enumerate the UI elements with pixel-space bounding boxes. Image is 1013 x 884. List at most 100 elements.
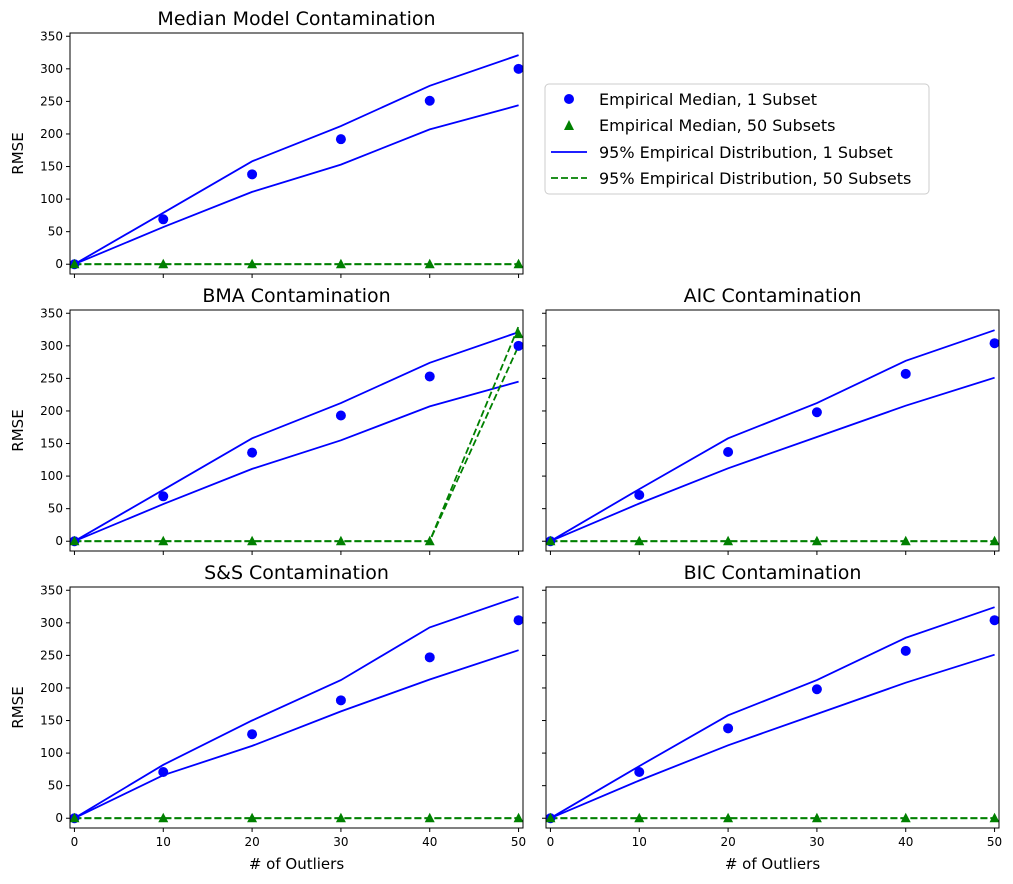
y-tick-label: 50 <box>48 779 63 793</box>
data-point-green-triangle <box>811 535 822 546</box>
panel-title: BIC Contamination <box>684 562 862 584</box>
series-line-blue-solid <box>74 649 519 820</box>
x-tick-label: 50 <box>511 835 526 849</box>
x-axis-label: # of Outliers <box>249 855 344 873</box>
y-tick-label: 150 <box>40 714 63 728</box>
data-point-green-triangle <box>158 812 169 823</box>
legend-label: Empirical Median, 1 Subset <box>599 90 817 109</box>
series-line-green-dashed <box>74 325 520 543</box>
axes-frame <box>69 586 524 829</box>
y-tick-label: 350 <box>40 306 63 320</box>
y-tick-label: 350 <box>40 29 63 43</box>
x-tick-label: 0 <box>71 835 79 849</box>
data-point-green-triangle <box>634 535 645 546</box>
x-tick-label: 20 <box>720 835 735 849</box>
data-point-green-triangle <box>513 258 524 269</box>
legend-item-0: Empirical Median, 1 Subset <box>564 90 817 109</box>
data-point-blue <box>247 447 258 458</box>
data-point-blue <box>335 134 346 145</box>
panel-ss: 0 50 100 150 200 250 300 350 0 10 20 30 40 50 S&S Cont… <box>9 562 526 873</box>
series-line-blue-solid <box>73 595 519 819</box>
series-line-blue-solid <box>549 606 995 819</box>
axes-frame <box>545 309 1000 552</box>
data-point-green-triangle <box>335 535 346 546</box>
y-tick-label: 100 <box>40 746 63 760</box>
series-line-blue-solid <box>549 329 995 542</box>
data-point-blue <box>723 723 734 734</box>
data-point-green-triangle <box>158 535 169 546</box>
y-tick-label: 250 <box>40 371 63 385</box>
data-point-blue <box>634 766 645 777</box>
data-point-blue <box>247 729 258 740</box>
panel-median: 0 50 100 150 200 250 300 350 Median Model Contam… <box>9 8 524 278</box>
series-line-blue-solid <box>73 331 519 542</box>
series-line-blue-solid <box>74 380 519 543</box>
y-tick-label: 300 <box>40 616 63 630</box>
panel-title: Median Model Contamination <box>157 8 435 30</box>
legend: Empirical Median, 1 Subset Empirical Med… <box>544 83 930 195</box>
data-point-blue <box>424 95 435 106</box>
data-point-blue <box>989 615 1000 626</box>
y-tick-label: 150 <box>40 160 63 174</box>
legend-item-2: 95% Empirical Distribution, 1 Subset <box>551 143 893 162</box>
data-point-green-triangle <box>69 812 80 823</box>
legend-marker-blue-dot <box>564 94 574 104</box>
panel-aic: AIC Contamination <box>542 285 1000 555</box>
data-point-blue <box>335 695 346 706</box>
series-line-green-dashed <box>74 345 520 543</box>
data-point-blue <box>513 615 524 626</box>
data-point-green-triangle <box>900 535 911 546</box>
x-tick-label: 0 <box>547 835 555 849</box>
y-tick-label: 300 <box>40 62 63 76</box>
y-tick-label: 250 <box>40 648 63 662</box>
data-point-green-triangle <box>989 535 1000 546</box>
data-point-blue <box>424 652 435 663</box>
y-axis-label: RMSE <box>9 686 27 728</box>
y-tick-label: 50 <box>48 502 63 516</box>
data-point-green-triangle <box>69 535 80 546</box>
data-point-blue <box>900 368 911 379</box>
y-tick-label: 0 <box>55 534 63 548</box>
series-line-blue-solid <box>550 376 995 543</box>
series-line-blue-solid <box>74 104 519 266</box>
x-tick-label: 30 <box>333 835 348 849</box>
data-point-blue <box>634 489 645 500</box>
data-point-blue <box>158 491 169 502</box>
data-point-green-triangle <box>811 812 822 823</box>
x-tick-label: 10 <box>632 835 647 849</box>
panel-bma: 0 50 100 150 200 250 300 350 BMA Contamination RM… <box>9 285 524 555</box>
data-point-green-triangle <box>247 258 258 269</box>
legend-label: 95% Empirical Distribution, 50 Subsets <box>599 169 911 188</box>
y-tick-label: 150 <box>40 437 63 451</box>
data-point-green-triangle <box>989 812 1000 823</box>
y-tick-label: 300 <box>40 339 63 353</box>
y-tick-label: 200 <box>40 404 63 418</box>
series-line-blue-solid <box>73 54 519 265</box>
x-tick-label: 40 <box>898 835 913 849</box>
data-point-green-triangle <box>158 258 169 269</box>
data-point-blue <box>513 63 524 74</box>
y-tick-label: 0 <box>55 811 63 825</box>
data-point-green-triangle <box>335 812 346 823</box>
data-point-green-triangle <box>634 812 645 823</box>
data-point-green-triangle <box>247 535 258 546</box>
y-axis-label: RMSE <box>9 409 27 451</box>
y-tick-label: 0 <box>55 257 63 271</box>
axes-frame <box>545 586 1000 829</box>
x-axis-label: # of Outliers <box>725 855 820 873</box>
x-tick-label: 10 <box>156 835 171 849</box>
panel-bic: 0 10 20 30 40 50 BIC Contamination # of Outlier… <box>542 562 1002 873</box>
y-tick-label: 100 <box>40 192 63 206</box>
y-axis-label: RMSE <box>9 132 27 174</box>
data-point-green-triangle <box>723 812 734 823</box>
data-point-blue <box>989 338 1000 349</box>
y-tick-label: 100 <box>40 469 63 483</box>
data-point-green-triangle <box>424 812 435 823</box>
data-point-blue <box>335 410 346 421</box>
legend-label: 95% Empirical Distribution, 1 Subset <box>599 143 893 162</box>
data-point-green-triangle <box>723 535 734 546</box>
x-tick-label: 40 <box>422 835 437 849</box>
y-tick-label: 250 <box>40 94 63 108</box>
